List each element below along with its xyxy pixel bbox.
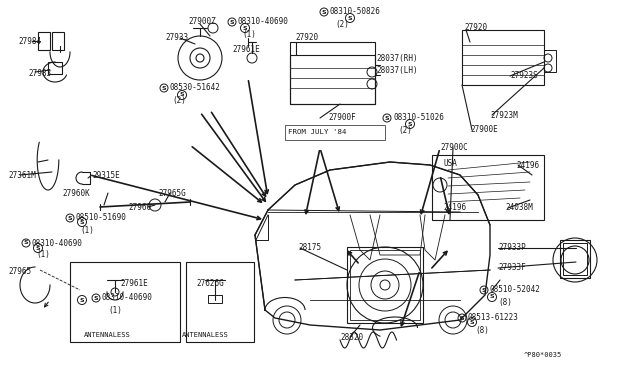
Text: 08310-40690: 08310-40690 [32, 238, 83, 247]
Text: S: S [36, 246, 40, 250]
Text: (1): (1) [242, 31, 256, 39]
Text: S: S [162, 86, 166, 90]
Text: 08310-40690: 08310-40690 [102, 294, 153, 302]
Bar [544, 50, 556, 72]
Text: (8): (8) [475, 327, 489, 336]
Bar [563, 243, 587, 275]
Text: 27960: 27960 [128, 202, 151, 212]
Text: (2): (2) [172, 96, 186, 105]
Bar [285, 125, 385, 140]
Text: 28037(LH): 28037(LH) [376, 65, 418, 74]
Text: S: S [482, 288, 486, 292]
Text: 29315E: 29315E [92, 170, 120, 180]
Text: S: S [80, 219, 84, 224]
Text: 27900E: 27900E [470, 125, 498, 135]
Text: ^P80*0035: ^P80*0035 [524, 352, 563, 358]
Text: S: S [180, 93, 184, 97]
Text: 08310-50826: 08310-50826 [330, 7, 381, 16]
Text: 08510-52042: 08510-52042 [490, 285, 541, 295]
Text: (1): (1) [108, 307, 122, 315]
Text: 27984: 27984 [18, 38, 41, 46]
Text: S: S [68, 215, 72, 221]
Text: 27965: 27965 [8, 267, 31, 276]
Text: S: S [470, 320, 474, 324]
Text: 24196: 24196 [516, 160, 539, 170]
Bar [48, 62, 62, 74]
Text: S: S [490, 295, 494, 299]
Bar [186, 262, 254, 342]
Text: 08513-61223: 08513-61223 [468, 314, 519, 323]
Text: 27961E: 27961E [120, 279, 148, 288]
Text: S: S [24, 241, 28, 246]
Text: (2): (2) [398, 125, 412, 135]
Text: USA: USA [443, 158, 457, 167]
Bar [462, 30, 544, 85]
Bar [350, 250, 420, 320]
Text: 28320: 28320 [340, 333, 363, 341]
Text: 27923M: 27923M [490, 110, 518, 119]
Text: 27923S: 27923S [510, 71, 538, 80]
Bar [347, 247, 423, 323]
Bar [52, 32, 64, 50]
Text: ANTENNALESS: ANTENNALESS [84, 332, 131, 338]
Text: S: S [322, 10, 326, 15]
Text: 08530-51642: 08530-51642 [170, 83, 221, 93]
Text: S: S [230, 19, 234, 25]
Text: 08510-51690: 08510-51690 [76, 214, 127, 222]
Text: 27965G: 27965G [158, 189, 186, 198]
Text: 28037(RH): 28037(RH) [376, 54, 418, 62]
Bar [70, 262, 180, 342]
Text: 27933F: 27933F [498, 263, 525, 273]
Text: 08310-51026: 08310-51026 [393, 113, 444, 122]
Text: S: S [408, 122, 412, 126]
Text: S: S [93, 295, 99, 301]
Text: 27900F: 27900F [328, 113, 356, 122]
Text: 27361M: 27361M [8, 170, 36, 180]
Bar [208, 295, 222, 303]
Text: 27920: 27920 [295, 33, 318, 42]
Text: 24038M: 24038M [505, 203, 532, 212]
Bar [290, 42, 375, 104]
Text: 08310-40690: 08310-40690 [238, 17, 289, 26]
Text: 27626G: 27626G [196, 279, 224, 288]
Text: 27960K: 27960K [62, 189, 90, 198]
Text: S: S [460, 315, 464, 321]
Text: (8): (8) [498, 298, 512, 308]
Text: 24196: 24196 [443, 203, 466, 212]
Text: 27900Z: 27900Z [188, 17, 216, 26]
Text: (1): (1) [36, 250, 50, 260]
Text: 27983: 27983 [28, 68, 51, 77]
Bar [432, 155, 544, 220]
Text: (2): (2) [335, 19, 349, 29]
Text: 27961E: 27961E [232, 45, 260, 55]
Text: 27920: 27920 [464, 23, 487, 32]
Text: 27900C: 27900C [440, 144, 468, 153]
Text: (1): (1) [80, 225, 94, 234]
Text: FROM JULY '84: FROM JULY '84 [288, 129, 346, 135]
Bar [560, 240, 590, 278]
Text: S: S [243, 26, 247, 31]
Text: 27933: 27933 [165, 33, 188, 42]
Text: S: S [80, 298, 84, 302]
Text: 27933P: 27933P [498, 244, 525, 253]
Text: S: S [385, 115, 389, 121]
Bar [38, 32, 50, 50]
Text: 28175: 28175 [298, 244, 321, 253]
Text: ANTENNALESS: ANTENNALESS [182, 332, 228, 338]
Text: S: S [348, 16, 352, 20]
Bar [290, 55, 375, 104]
